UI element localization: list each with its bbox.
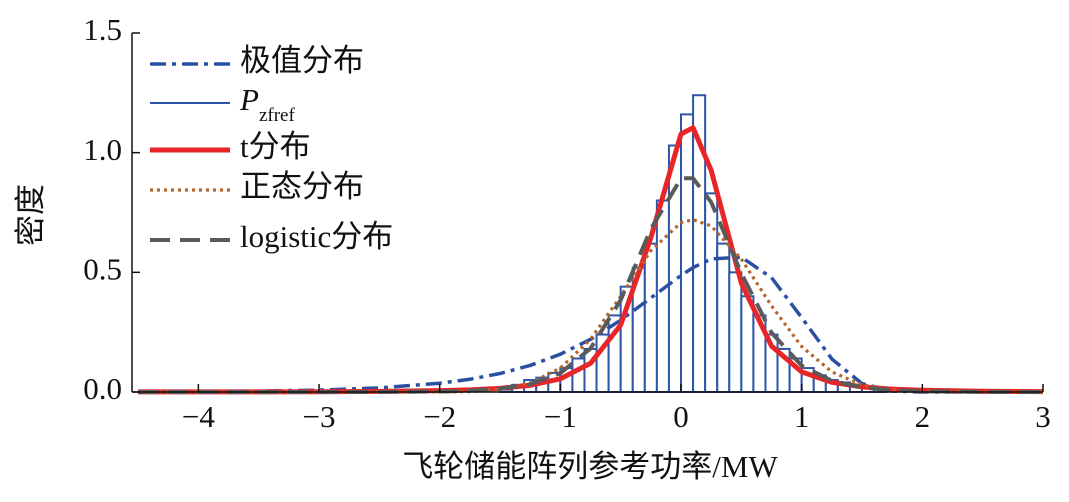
histogram-bar — [728, 271, 743, 394]
histogram-bar — [667, 144, 683, 393]
legend-label: t分布 — [240, 129, 311, 164]
x-tick-label: −4 — [182, 399, 215, 434]
x-tick-label: −3 — [303, 399, 336, 434]
histogram-bar — [643, 242, 658, 393]
y-tick-label: 1.0 — [83, 132, 122, 167]
x-tick-label: 1 — [794, 399, 810, 434]
x-axis-label: 飞轮储能阵列参考功率/MW — [402, 449, 778, 484]
y-tick-label: 0.0 — [83, 371, 122, 406]
y-tick-label: 0.5 — [83, 251, 122, 286]
y-tick-label: 1.5 — [83, 12, 122, 47]
x-tick-label: 0 — [673, 399, 689, 434]
legend-label: 正态分布 — [240, 169, 364, 204]
histogram-bar — [716, 242, 731, 393]
density-curve — [138, 255, 1043, 394]
legend-label: logistic分布 — [240, 219, 393, 254]
legend-label: 极值分布 — [240, 43, 364, 78]
histogram-bar — [704, 192, 719, 393]
histogram-bar — [571, 357, 586, 394]
legend-label-sub: zfref — [259, 105, 296, 126]
x-tick-label: −2 — [423, 399, 456, 434]
density-curve — [138, 218, 1043, 394]
histogram-bar — [680, 113, 695, 394]
y-axis-label: 密度 — [13, 184, 48, 246]
legend-label: Pzfref — [239, 82, 295, 126]
histogram-bar — [655, 199, 670, 393]
x-tick-label: 2 — [915, 399, 931, 434]
legend-label-main: P — [239, 82, 259, 117]
histogram-bar — [740, 295, 755, 393]
x-tick-label: 3 — [1035, 399, 1051, 434]
x-tick-label: −1 — [544, 399, 577, 434]
